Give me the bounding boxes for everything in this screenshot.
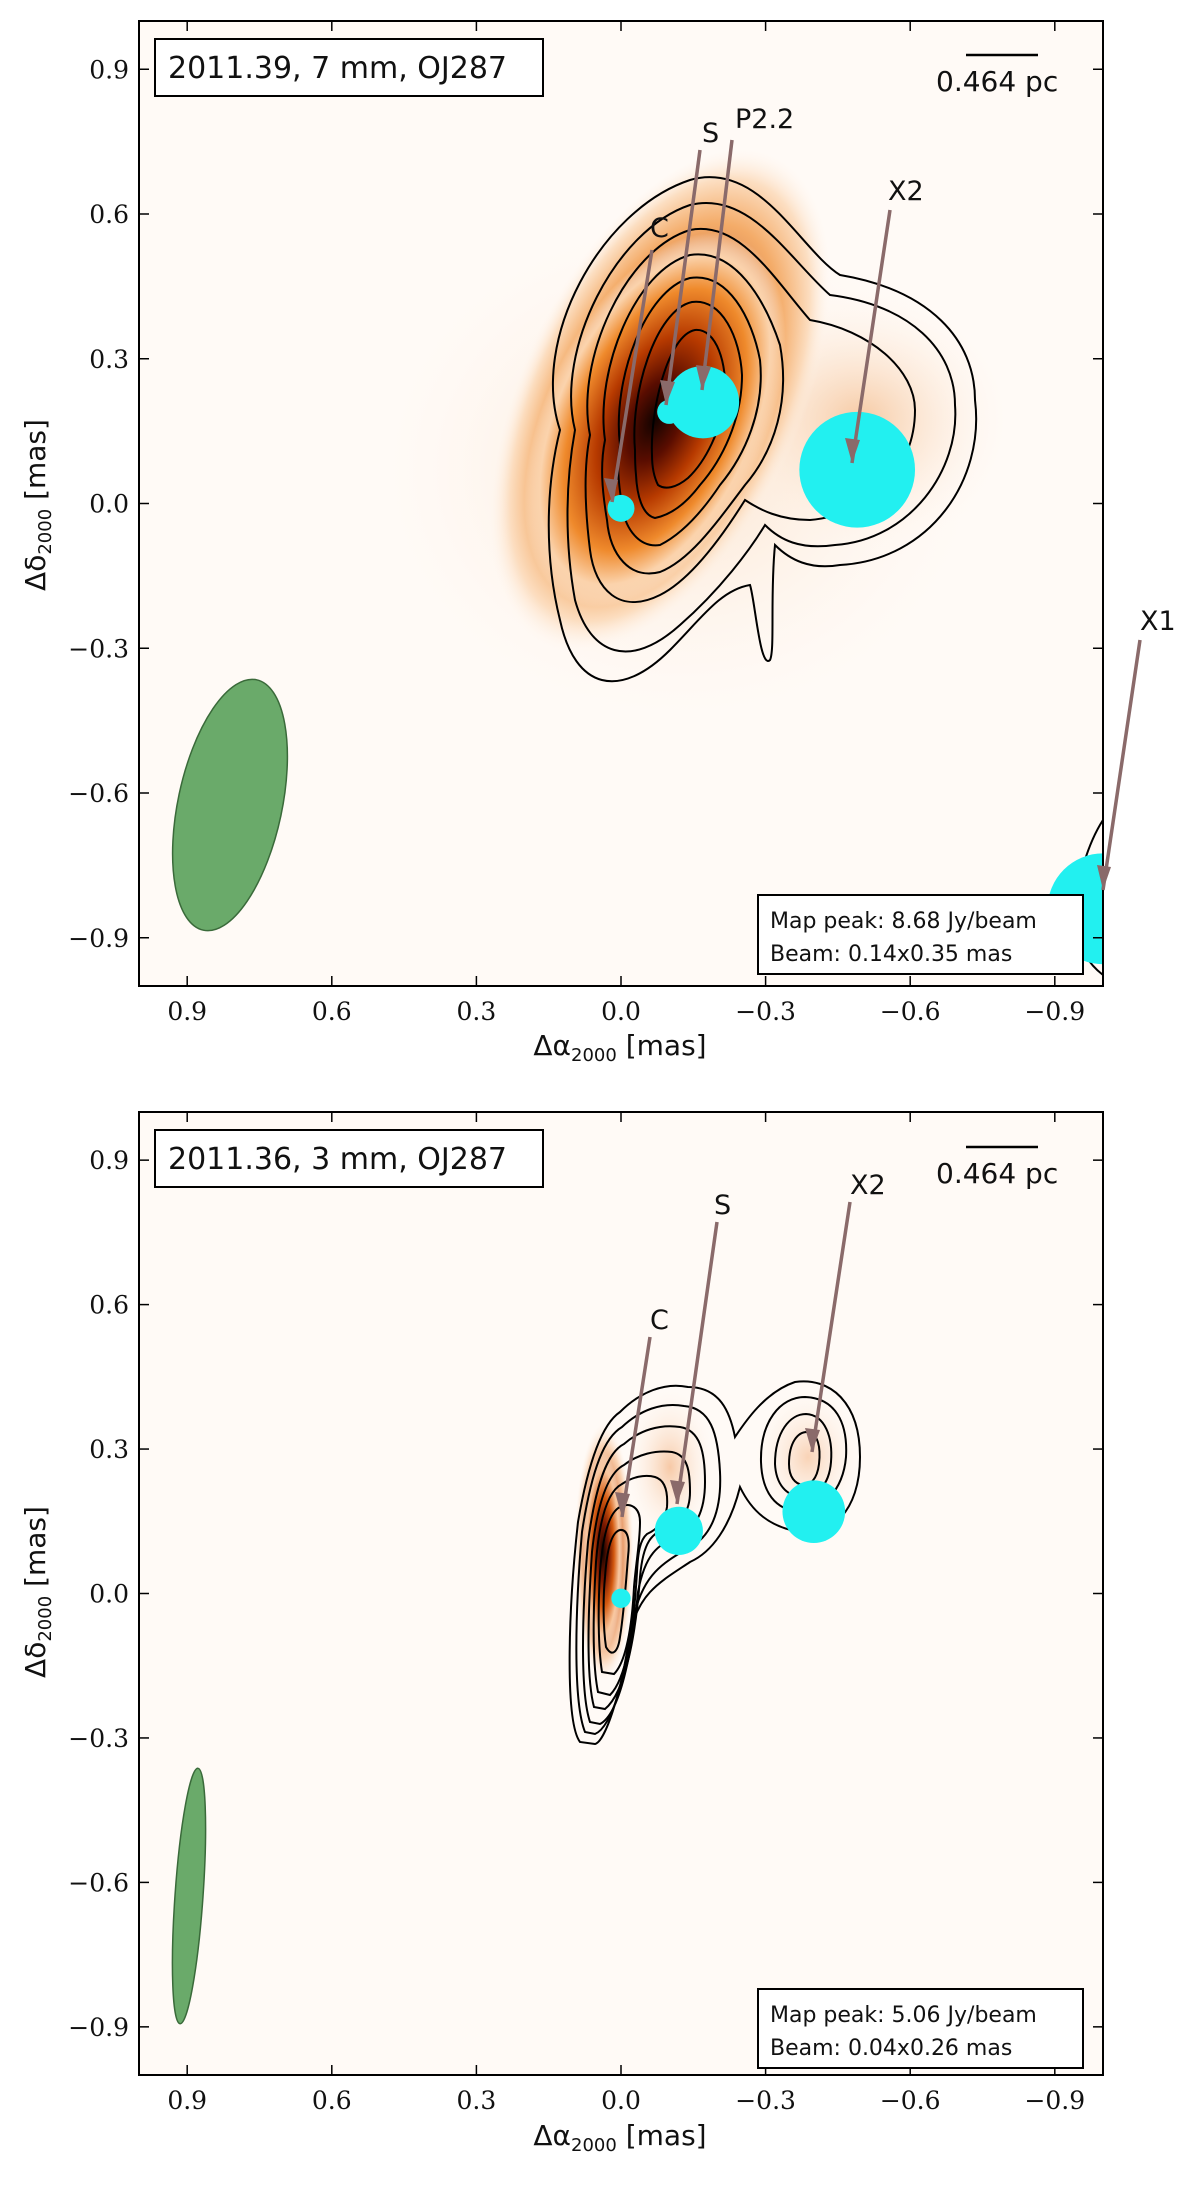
components xyxy=(611,1480,846,1608)
info-box: Map peak: 8.68 Jy/beam Beam: 0.14x0.35 m… xyxy=(757,894,1084,975)
label-S: S xyxy=(702,118,719,149)
info-box: Map peak: 5.06 Jy/beam Beam: 0.04x0.26 m… xyxy=(757,1988,1084,2069)
panel-7mm: 0.9 0.6 0.3 0.0 −0.3 −0.6 −0.9 0.9 0.6 0.3 0.0 −0.… xyxy=(19,20,1176,1066)
y-tick-label: −0.9 xyxy=(68,924,129,953)
contours xyxy=(568,1380,862,1746)
component-s xyxy=(654,1506,703,1556)
title-box: 2011.39, 7 mm, OJ287 xyxy=(154,38,544,97)
contours xyxy=(547,176,1103,976)
y-ticks: 0.9 0.6 0.3 0.0 −0.3 −0.6 −0.9 xyxy=(68,1146,1103,2042)
beam-size: Beam: 0.04x0.26 mas xyxy=(770,2036,1012,2061)
y-tick-label: −0.6 xyxy=(68,1868,129,1897)
x-tick-label: 0.9 xyxy=(167,997,207,1026)
y-tick-label: 0.0 xyxy=(89,1580,129,1609)
x-tick-label: 0.6 xyxy=(312,2086,352,2115)
x-tick-label: −0.6 xyxy=(880,997,941,1026)
y-tick-label: −0.9 xyxy=(68,2013,129,2042)
y-tick-label: 0.6 xyxy=(89,1291,129,1320)
x-ticks: 0.9 0.6 0.3 0.0 −0.3 −0.6 −0.9 xyxy=(167,21,1085,1026)
component-p22 xyxy=(666,366,740,439)
component-c xyxy=(607,494,635,522)
beam-ellipse xyxy=(171,678,289,932)
label-P22: P2.2 xyxy=(735,104,794,135)
map-area xyxy=(139,1112,1103,2075)
x-tick-label: −0.3 xyxy=(735,2086,796,2115)
map-peak: Map peak: 8.68 Jy/beam xyxy=(770,909,1037,934)
y-tick-label: 0.3 xyxy=(89,1435,129,1464)
label-X1: X1 xyxy=(1140,606,1176,637)
component-arrows: C S X2 xyxy=(615,1170,886,1518)
x-tick-label: 0.9 xyxy=(167,2086,207,2115)
label-S: S xyxy=(714,1190,731,1221)
y-tick-label: 0.9 xyxy=(89,1146,129,1175)
panel-title: 2011.36, 3 mm, OJ287 xyxy=(168,1142,507,1177)
scale-bar: 0.464 pc xyxy=(936,53,1058,98)
y-tick-label: 0.6 xyxy=(89,200,129,229)
x-axis-label: Δα2000 [mas] xyxy=(533,1029,706,1066)
x-tick-label: 0.3 xyxy=(457,997,497,1026)
x-tick-label: 0.3 xyxy=(457,2086,497,2115)
component-c xyxy=(611,1588,631,1608)
panel-title: 2011.39, 7 mm, OJ287 xyxy=(168,51,507,86)
x-ticks: 0.9 0.6 0.3 0.0 −0.3 −0.6 −0.9 xyxy=(167,1112,1085,2115)
component-x2 xyxy=(799,411,916,528)
x-tick-label: 0.0 xyxy=(601,2086,641,2115)
y-tick-label: 0.0 xyxy=(89,490,129,519)
y-tick-label: −0.6 xyxy=(68,779,129,808)
label-C: C xyxy=(650,213,669,244)
y-tick-label: 0.3 xyxy=(89,345,129,374)
x-tick-label: 0.0 xyxy=(601,997,641,1026)
x-tick-label: −0.9 xyxy=(1024,2086,1085,2115)
x-tick-label: −0.6 xyxy=(880,2086,941,2115)
beam-ellipse xyxy=(171,1767,207,2025)
label-X2: X2 xyxy=(888,176,924,207)
scale-bar-label: 0.464 pc xyxy=(936,1157,1058,1190)
scale-bar: 0.464 pc xyxy=(936,1145,1058,1190)
scale-bar-label: 0.464 pc xyxy=(936,65,1058,98)
title-box: 2011.36, 3 mm, OJ287 xyxy=(154,1129,544,1188)
x-axis-label: Δα2000 [mas] xyxy=(533,2119,706,2156)
y-axis-label: Δδ2000 [mas] xyxy=(19,1506,56,1678)
component-arrows: C S P2.2 X2 X1 xyxy=(604,104,1176,891)
x-tick-label: −0.3 xyxy=(735,997,796,1026)
y-tick-label: −0.3 xyxy=(68,1724,129,1753)
label-C: C xyxy=(650,1305,669,1336)
y-tick-label: −0.3 xyxy=(68,634,129,663)
beam-size: Beam: 0.14x0.35 mas xyxy=(770,942,1012,967)
map-peak: Map peak: 5.06 Jy/beam xyxy=(770,2003,1037,2028)
y-ticks: 0.9 0.6 0.3 0.0 −0.3 −0.6 −0.9 xyxy=(68,55,1103,953)
component-x2 xyxy=(782,1480,846,1543)
y-axis-label: Δδ2000 [mas] xyxy=(19,419,56,591)
panel-3mm: 0.9 0.6 0.3 0.0 −0.3 −0.6 −0.9 0.9 0.6 0.3 0.0 −0.… xyxy=(19,1111,1104,2156)
map-area xyxy=(139,21,1103,986)
x-tick-label: −0.9 xyxy=(1024,997,1085,1026)
x-tick-label: 0.6 xyxy=(312,997,352,1026)
y-tick-label: 0.9 xyxy=(89,55,129,84)
label-X2: X2 xyxy=(850,1170,886,1201)
